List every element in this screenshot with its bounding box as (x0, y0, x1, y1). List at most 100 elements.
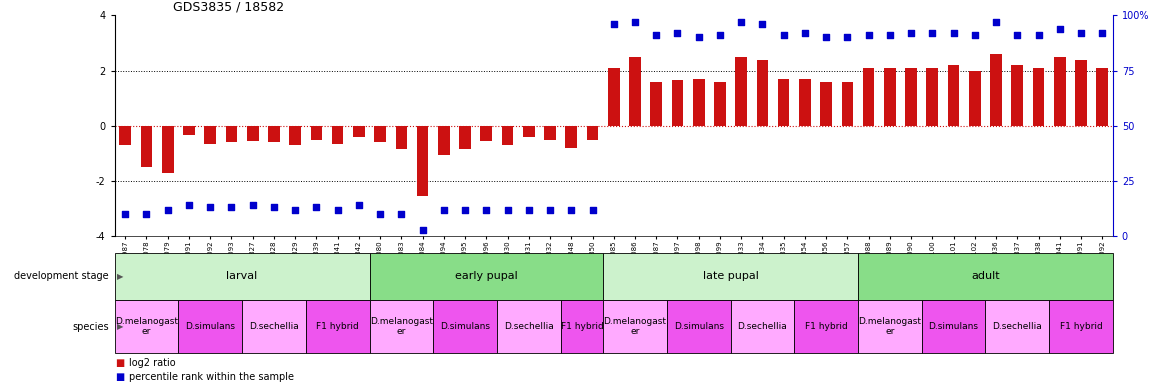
Point (775, 32, 793, 38)
Point (1029, 32, 1048, 38)
Bar (969, 71, 981, 126)
Bar (731, 300, 794, 353)
Bar (922, 300, 985, 353)
Bar (140, 126, 153, 167)
Bar (858, 253, 1113, 300)
Point (1050, 25, 1069, 32)
Bar (183, 126, 195, 136)
Bar (115, 253, 369, 300)
Point (286, 207, 305, 213)
Point (138, 211, 156, 217)
Point (477, 207, 496, 213)
Bar (672, 80, 683, 126)
Point (816, 35, 835, 41)
Bar (651, 82, 662, 126)
Text: development stage: development stage (14, 271, 109, 281)
Bar (1011, 65, 1024, 126)
Point (966, 32, 984, 38)
Text: D.sechellia: D.sechellia (738, 322, 787, 331)
Point (307, 204, 325, 210)
Bar (523, 126, 535, 137)
Bar (247, 126, 258, 141)
Text: adult: adult (972, 271, 999, 281)
Text: GDS3835 / 18582: GDS3835 / 18582 (173, 0, 284, 13)
Bar (1049, 300, 1113, 353)
Text: F1 hybrid: F1 hybrid (1060, 322, 1102, 331)
Bar (990, 54, 1002, 126)
Bar (310, 126, 322, 139)
Point (753, 21, 771, 27)
Point (329, 207, 347, 213)
Point (201, 204, 220, 210)
Point (562, 207, 580, 213)
Text: species: species (72, 322, 109, 332)
Point (584, 207, 602, 213)
Text: F1 hybrid: F1 hybrid (805, 322, 848, 331)
Point (498, 207, 516, 213)
Point (923, 30, 941, 36)
Text: ▶: ▶ (117, 272, 124, 281)
Bar (735, 57, 747, 126)
Text: ■: ■ (115, 358, 124, 368)
Text: D.sechellia: D.sechellia (249, 322, 299, 331)
Bar (460, 126, 471, 149)
Point (944, 30, 962, 36)
Text: F1 hybrid: F1 hybrid (316, 322, 359, 331)
Bar (226, 126, 237, 142)
Bar (290, 126, 301, 145)
Bar (269, 126, 280, 142)
Point (350, 202, 368, 208)
Bar (353, 126, 365, 137)
Bar (858, 300, 922, 353)
Bar (756, 60, 768, 126)
Point (413, 227, 432, 233)
Point (393, 211, 411, 217)
Bar (799, 79, 811, 126)
Bar (608, 68, 620, 126)
Point (1093, 30, 1112, 36)
Text: D.melanogast
er: D.melanogast er (115, 317, 178, 336)
Bar (501, 126, 513, 145)
Point (625, 19, 644, 25)
Bar (438, 126, 449, 155)
Text: D.sechellia: D.sechellia (992, 322, 1042, 331)
Text: D.sechellia: D.sechellia (504, 322, 554, 331)
Text: D.simulans: D.simulans (929, 322, 979, 331)
Point (987, 19, 1005, 25)
Bar (374, 126, 386, 142)
Bar (629, 57, 640, 126)
Bar (985, 300, 1049, 353)
Bar (714, 82, 726, 126)
Text: F1 hybrid: F1 hybrid (560, 322, 603, 331)
Text: D.simulans: D.simulans (440, 322, 490, 331)
Bar (1033, 68, 1045, 126)
Point (1071, 30, 1090, 36)
Bar (565, 126, 577, 148)
Text: log2 ratio: log2 ratio (129, 358, 175, 368)
Bar (692, 79, 704, 126)
Point (222, 204, 241, 210)
Text: D.simulans: D.simulans (185, 322, 235, 331)
Bar (1054, 57, 1065, 126)
Point (371, 211, 389, 217)
Bar (560, 300, 603, 353)
Bar (119, 126, 131, 145)
Bar (204, 126, 217, 144)
Point (541, 207, 559, 213)
Bar (396, 126, 408, 149)
Bar (778, 79, 790, 126)
Point (179, 202, 198, 208)
Text: ▶: ▶ (117, 322, 124, 331)
Point (902, 30, 921, 36)
Point (243, 202, 262, 208)
Bar (497, 300, 560, 353)
Text: D.melanogast
er: D.melanogast er (858, 317, 922, 336)
Point (647, 32, 666, 38)
Point (732, 19, 750, 25)
Text: late pupal: late pupal (703, 271, 758, 281)
Point (689, 35, 708, 41)
Point (116, 211, 134, 217)
Point (265, 204, 284, 210)
Bar (820, 82, 831, 126)
Point (159, 207, 177, 213)
